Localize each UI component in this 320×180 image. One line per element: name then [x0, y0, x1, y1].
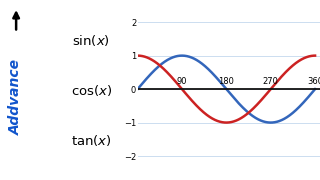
Text: 360: 360: [307, 77, 320, 86]
Text: 180: 180: [218, 77, 234, 86]
Text: Addvance: Addvance: [9, 59, 23, 135]
Text: 270: 270: [263, 77, 279, 86]
Text: 90: 90: [177, 77, 187, 86]
Text: $\sin(x)$: $\sin(x)$: [72, 33, 110, 48]
Text: $\tan(x)$: $\tan(x)$: [71, 133, 112, 148]
Text: $\cos(x)$: $\cos(x)$: [71, 82, 112, 98]
